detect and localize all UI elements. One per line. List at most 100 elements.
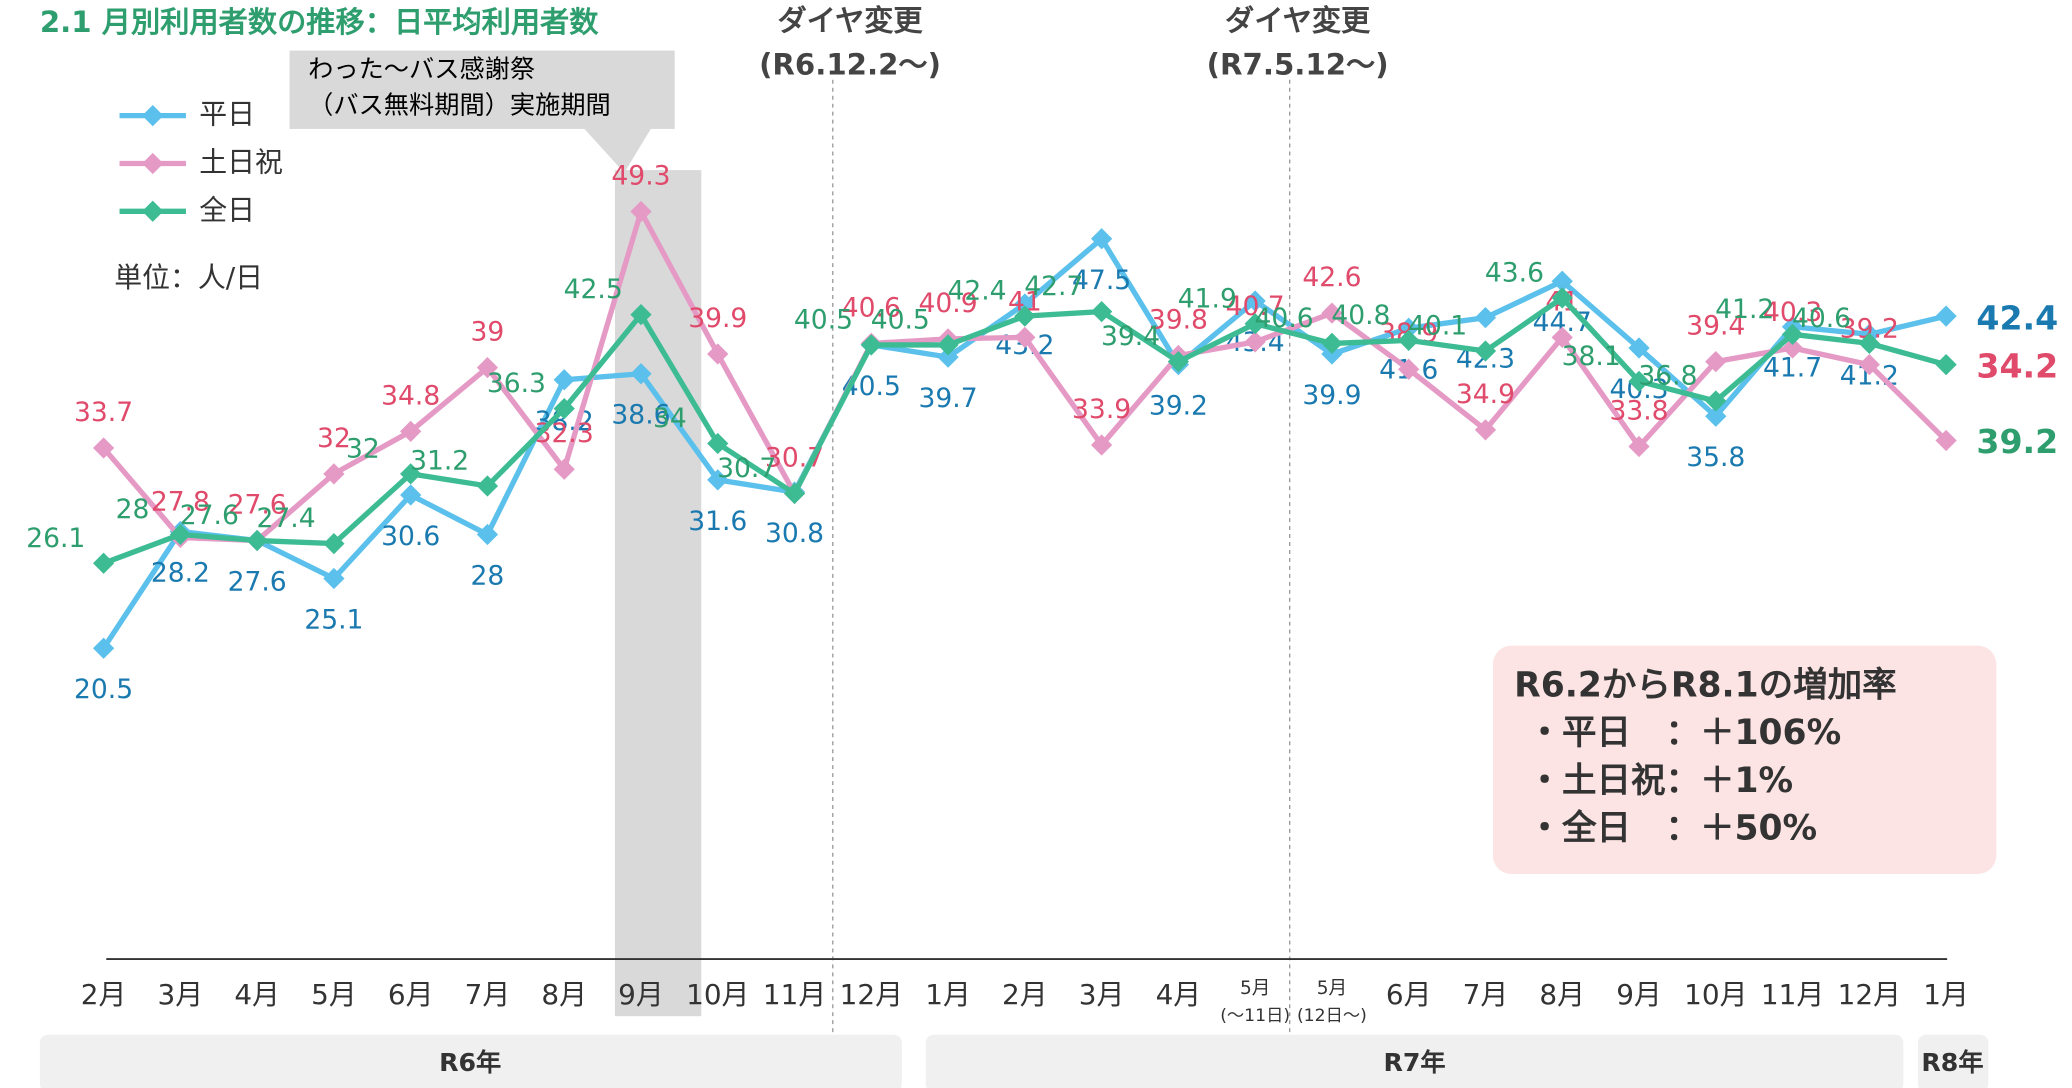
data-label: 40.6 [842, 292, 901, 323]
x-tick-label: 1月 [1923, 978, 1969, 1011]
data-label: 42.6 [1302, 262, 1361, 293]
point [937, 334, 959, 356]
x-tick-label: 2月 [1002, 978, 1048, 1011]
data-label: 39 [471, 317, 505, 348]
data-label: 32 [346, 433, 380, 464]
change-title: ダイヤ変更 [777, 4, 923, 38]
data-label: 40.1 [1408, 311, 1467, 342]
point [1321, 332, 1343, 355]
year-band [1917, 1034, 1989, 1088]
data-label: 41.2 [1715, 294, 1774, 325]
data-label: 39.9 [688, 303, 747, 334]
point [553, 397, 575, 420]
change-date: (R6.12.2～) [759, 48, 941, 82]
data-label: 40.5 [871, 305, 930, 336]
data-label: 33.8 [1609, 395, 1668, 426]
summary-line: ・土日祝：＋1% [1527, 761, 1793, 801]
point [1090, 228, 1113, 250]
point [1705, 350, 1727, 373]
point [1244, 313, 1266, 335]
legend-label: 土日祝 [199, 145, 283, 178]
x-tick-label: 9月 [1616, 978, 1662, 1011]
point [1014, 293, 1036, 315]
data-label: 34 [653, 403, 687, 434]
point [1935, 354, 1957, 376]
x-tick-label: 10月 [1684, 978, 1747, 1011]
data-label: 27.6 [180, 500, 239, 531]
x-tick-note: (12日～) [1297, 1006, 1367, 1026]
year-label: R7年 [1383, 1048, 1445, 1077]
data-label: 28 [116, 494, 150, 525]
legend-label: 全日 [199, 193, 255, 226]
point [1398, 329, 1420, 352]
year-band [925, 1034, 1904, 1088]
data-label: 27.4 [257, 503, 316, 534]
point [246, 529, 268, 552]
data-label: 39.2 [1149, 391, 1208, 422]
data-label: 30.6 [381, 521, 440, 552]
legend-marker [142, 200, 164, 222]
callout-pointer [584, 128, 651, 173]
data-label: 26.1 [26, 523, 85, 554]
event-band [614, 170, 702, 1017]
event-text: わった～バス感謝祭 [308, 54, 535, 83]
data-label: 42.5 [564, 274, 623, 305]
data-label: 27.6 [228, 567, 287, 598]
point [1321, 302, 1343, 324]
point [1398, 358, 1420, 380]
point [1244, 331, 1266, 353]
x-tick-label: 4月 [234, 978, 280, 1011]
point [553, 458, 575, 480]
point [92, 552, 115, 574]
data-label: 28.2 [151, 557, 210, 588]
summary-box [1492, 645, 1997, 875]
x-tick-label: 12月 [1838, 978, 1901, 1011]
point [707, 343, 729, 365]
change-date: (R7.5.12～) [1207, 48, 1389, 82]
data-label: 42.4 [947, 276, 1006, 307]
point [1474, 307, 1497, 329]
point [1474, 419, 1497, 441]
point [1474, 340, 1497, 362]
data-label: 27.8 [151, 486, 210, 517]
year-label: R8年 [1921, 1048, 1983, 1077]
year-band [39, 1034, 902, 1088]
x-tick-label: 8月 [1539, 978, 1585, 1011]
x-tick-label: 6月 [388, 978, 434, 1011]
event-text: （バス無料期間）実施期間 [308, 90, 611, 119]
data-label: 49.3 [611, 160, 670, 191]
point [1014, 305, 1036, 327]
data-label: 31.2 [410, 446, 469, 477]
data-label: 36.8 [1638, 361, 1697, 392]
change-title: ダイヤ変更 [1225, 4, 1371, 38]
summary-title: R6.2からR8.1の増加率 [1514, 665, 1897, 705]
end-label: 34.2 [1976, 347, 2058, 386]
point [323, 567, 345, 590]
data-label: 35.8 [1686, 442, 1745, 473]
data-label: 40.3 [1763, 297, 1822, 328]
data-label: 34.9 [1456, 379, 1515, 410]
legend-marker [142, 152, 164, 175]
point [400, 463, 422, 485]
x-tick-label: 9月 [618, 978, 664, 1011]
data-label: 27.6 [228, 490, 287, 521]
point [1628, 370, 1650, 392]
point [92, 437, 115, 459]
point [1551, 287, 1573, 309]
summary-line: ・全日 ：＋50% [1527, 809, 1817, 849]
data-label: 39.9 [1302, 380, 1361, 411]
legend-marker [142, 105, 164, 127]
data-label: 38.1 [1562, 341, 1621, 372]
x-tick-label: 8月 [541, 978, 587, 1011]
unit-label: 単位：人/日 [114, 261, 263, 294]
data-label: 33.9 [1072, 394, 1131, 425]
point [476, 523, 499, 546]
data-label: 43.6 [1485, 258, 1544, 289]
data-label: 20.5 [74, 674, 133, 705]
x-tick-label: 3月 [158, 978, 204, 1011]
point [1858, 354, 1880, 376]
data-label: 32 [317, 423, 351, 454]
x-tick-label: 5月 [1317, 978, 1347, 999]
data-label: 39.8 [1149, 305, 1208, 336]
data-label: 39.4 [1686, 311, 1745, 342]
